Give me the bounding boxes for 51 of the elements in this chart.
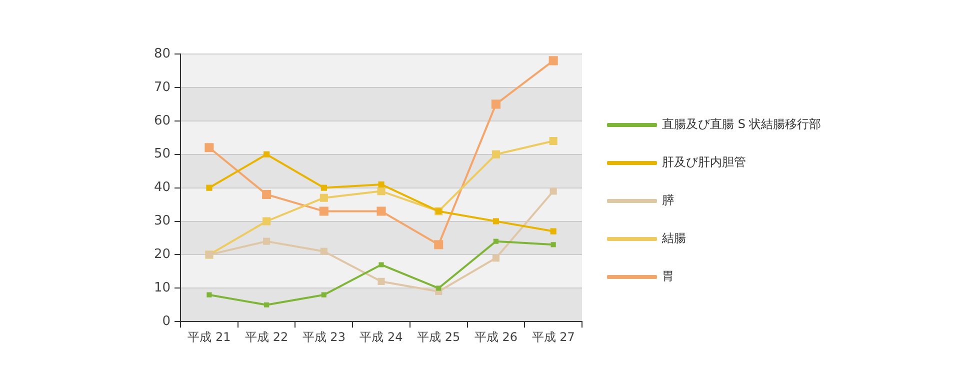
x-tick-label: 平成 23 <box>302 330 346 344</box>
point <box>491 100 500 109</box>
point <box>320 184 327 191</box>
point <box>436 286 442 291</box>
x-tick-label: 平成 26 <box>474 330 518 344</box>
point <box>492 218 500 224</box>
point <box>376 206 386 216</box>
point <box>549 136 558 145</box>
point <box>320 194 328 202</box>
y-tick-label: 40 <box>154 180 171 196</box>
point <box>378 181 384 188</box>
legend-label: 胃 <box>662 269 674 284</box>
y-tick-label: 50 <box>154 146 171 162</box>
point <box>321 292 326 298</box>
x-tick-label: 平成 25 <box>417 330 460 344</box>
y-tick-label: 0 <box>162 314 171 329</box>
x-tick-label: 平成 27 <box>532 330 575 344</box>
point <box>263 238 270 245</box>
point <box>378 278 385 285</box>
point <box>319 206 328 216</box>
point <box>377 187 386 196</box>
point <box>262 190 272 200</box>
x-tick-label: 平成 22 <box>245 330 288 344</box>
y-tick-label: 80 <box>154 46 171 62</box>
point <box>492 150 500 158</box>
point <box>434 240 444 250</box>
point <box>550 228 556 234</box>
point <box>264 302 270 308</box>
point <box>262 217 271 226</box>
y-tick-label: 30 <box>154 214 171 229</box>
point <box>550 242 556 248</box>
point <box>378 262 384 268</box>
y-tick-label: 60 <box>154 113 171 128</box>
x-tick-label: 平成 21 <box>188 330 231 344</box>
legend-label: 結腸 <box>661 231 686 246</box>
legend-label: 膵 <box>662 193 674 208</box>
legend-label: 直腸及び直腸 S 状結腸移行部 <box>662 117 822 132</box>
x-tick-label: 平成 24 <box>360 330 403 344</box>
y-tick-label: 20 <box>154 247 171 262</box>
legend-label: 肝及び肝内胆管 <box>662 155 746 170</box>
point <box>548 56 558 66</box>
point <box>492 254 500 262</box>
point <box>206 292 212 298</box>
point <box>320 248 328 255</box>
point <box>264 151 270 158</box>
y-tick-label: 10 <box>154 280 171 296</box>
point <box>204 143 214 152</box>
point <box>493 238 499 244</box>
point <box>206 184 212 191</box>
point <box>550 188 557 195</box>
y-tick-label: 70 <box>154 80 171 95</box>
